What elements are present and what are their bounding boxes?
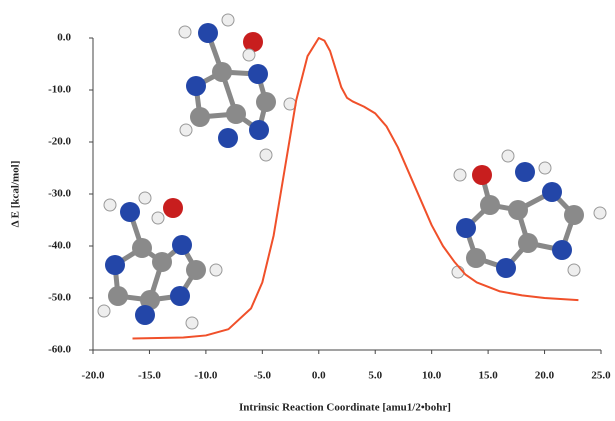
x-tick-label: 15.0 [478,370,498,382]
x-tick-label: -10.0 [194,370,217,382]
y-axis-label: Δ E [kcal/mol] [10,161,22,228]
y-tick-label: 0.0 [57,32,71,44]
y-tick-label: -50.0 [48,292,71,304]
x-tick-label: 10.0 [422,370,442,382]
y-tick-label: -60.0 [48,344,71,356]
molecules [98,14,606,329]
y-tick-label: -30.0 [48,188,71,200]
x-tick-label: 25.0 [591,370,611,382]
chart: Δ E [kcal/mol] Intrinsic Reaction Coordi… [0,0,615,421]
x-tick-label: -15.0 [138,370,161,382]
x-tick-label: -5.0 [254,370,272,382]
molecule-left [98,192,222,329]
x-tick-label: 20.0 [535,370,555,382]
molecule-top [179,14,296,161]
x-tick-label: -20.0 [82,370,105,382]
y-tick-label: -20.0 [48,136,71,148]
x-tick-label: 5.0 [368,370,382,382]
x-axis-label: Intrinsic Reaction Coordinate [amu1/2•bo… [239,402,451,414]
x-tick-label: 0.0 [312,370,326,382]
y-tick-label: -40.0 [48,240,71,252]
y-tick-label: -10.0 [48,84,71,96]
molecule-right [452,150,606,278]
